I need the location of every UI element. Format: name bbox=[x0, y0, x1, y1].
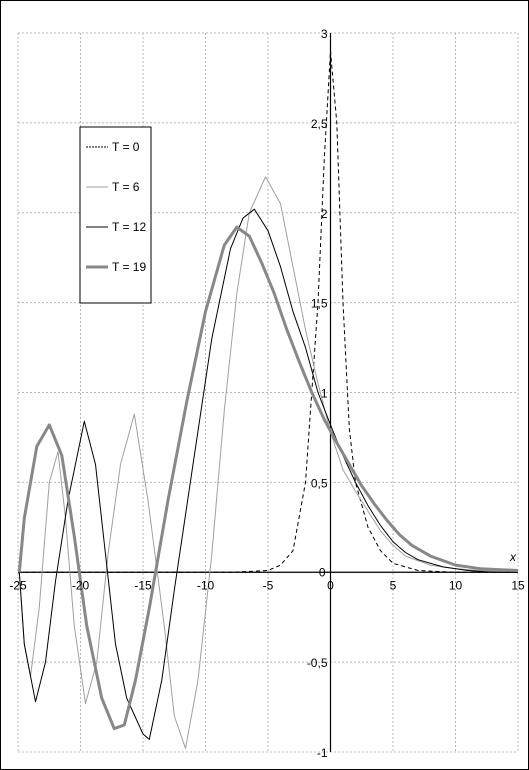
series-group bbox=[17, 50, 519, 749]
legend-label-2: T = 6 bbox=[112, 180, 140, 194]
series-line-1 bbox=[18, 50, 518, 573]
series-line-3 bbox=[18, 208, 518, 740]
y-tick-label: 0,5 bbox=[311, 476, 328, 490]
x-tick-label: -10 bbox=[197, 578, 215, 592]
y-tick-label: 1,5 bbox=[311, 297, 328, 311]
x-tick-label: 15 bbox=[511, 578, 525, 592]
x-axis-label: x bbox=[509, 550, 517, 564]
tick-labels: -25 -20 -15 -10 -5 0 5 10 15 -1 -0,5 0 0,5 1 1,5 2 2,5 3 bbox=[9, 27, 525, 760]
y-tick-label: -1 bbox=[317, 746, 328, 760]
legend-box bbox=[79, 126, 152, 304]
legend-label-4: T = 19 bbox=[112, 260, 146, 274]
y-tick-label: 3 bbox=[321, 27, 328, 41]
x-tick-label: 5 bbox=[390, 578, 397, 592]
y-tick-label: -0,5 bbox=[307, 656, 328, 670]
x-tick-label: -5 bbox=[263, 578, 274, 592]
y-tick-label: 0 bbox=[319, 565, 326, 579]
x-tick-label: 0 bbox=[327, 578, 334, 592]
axes bbox=[18, 33, 518, 752]
y-tick-label: 2 bbox=[321, 207, 328, 221]
series-line-4 bbox=[17, 225, 519, 731]
x-tick-label: -25 bbox=[9, 578, 27, 592]
legend: T = 0 T = 6 T = 12 T = 19 bbox=[79, 126, 152, 304]
legend-label-1: T = 0 bbox=[112, 140, 140, 154]
x-tick-label: 10 bbox=[449, 578, 463, 592]
y-tick-label: 2,5 bbox=[311, 117, 328, 131]
x-tick-label: -15 bbox=[134, 578, 152, 592]
x-tick-label: -20 bbox=[72, 578, 90, 592]
grid bbox=[17, 32, 519, 753]
legend-label-3: T = 12 bbox=[112, 220, 146, 234]
series-line-2 bbox=[18, 176, 519, 749]
y-tick-label: 1 bbox=[321, 387, 328, 401]
